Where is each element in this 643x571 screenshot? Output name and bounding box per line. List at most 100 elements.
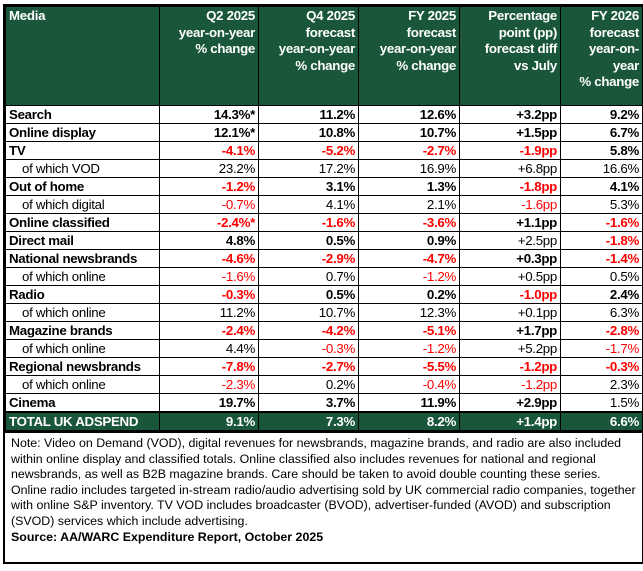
column-header-line: point (pp)	[498, 24, 558, 40]
value-cell: 3.7%	[258, 393, 359, 413]
value-cell: +2.5pp	[459, 231, 561, 250]
table-row: Out of home -1.2% 3.1% 1.3% -1.8pp 4.1%	[5, 177, 643, 196]
table-row: National newsbrands -4.6% -2.9% -4.7% +0.3pp…	[5, 249, 643, 268]
value-cell: 10.7%	[358, 123, 460, 142]
value-cell: 0.5%	[560, 267, 643, 286]
value-cell: 0.2%	[358, 285, 460, 304]
value-cell: -1.6%	[159, 267, 259, 286]
table-row: Online classified -2.4%* -1.6% -3.6% +1.1pp -…	[5, 213, 643, 232]
media-label: Magazine brands	[5, 321, 160, 340]
media-label: of which VOD	[5, 159, 160, 178]
value-cell: -1.4%	[560, 249, 643, 268]
value-cell: -1.8%	[560, 231, 643, 250]
value-cell: 11.2%	[159, 303, 259, 322]
value-cell: -1.7%	[560, 339, 643, 358]
value-cell: +1.7pp	[459, 321, 561, 340]
value-cell: 4.8%	[159, 231, 259, 250]
value-cell: 16.9%	[358, 159, 460, 178]
value-cell: -4.7%	[358, 249, 460, 268]
value-cell: 4.1%	[258, 195, 359, 214]
value-cell: -1.6%	[258, 213, 359, 232]
column-header: Media	[5, 6, 160, 106]
value-cell: -1.8pp	[459, 177, 561, 196]
value-cell: 17.2%	[258, 159, 359, 178]
media-label: Out of home	[5, 177, 160, 196]
value-cell: 16.6%	[560, 159, 643, 178]
value-cell: 5.8%	[560, 141, 643, 160]
value-cell: -5.5%	[358, 357, 460, 376]
column-header-line: % change	[579, 74, 639, 89]
table-row: Magazine brands -2.4% -4.2% -5.1% +1.7pp -2.8…	[5, 321, 643, 340]
value-cell: -1.2pp	[459, 375, 561, 394]
value-cell: 10.8%	[258, 123, 359, 142]
value-cell: -5.2%	[258, 141, 359, 160]
table-row: of which online -1.6% 0.7% -1.2% +0.5pp 0.5%	[5, 267, 643, 286]
value-cell: 7.3%	[258, 411, 359, 431]
value-cell: -4.1%	[159, 141, 259, 160]
value-cell: 12.6%	[358, 105, 460, 124]
value-cell: -0.3%	[258, 339, 359, 358]
table-row: of which online -2.3% 0.2% -0.4% -1.2pp 2.3%	[5, 375, 643, 394]
value-cell: 6.7%	[560, 123, 643, 142]
column-header-line: FY 2025	[408, 8, 456, 23]
note: Note: Video on Demand (VOD), digital rev…	[5, 431, 642, 562]
table-row: Regional newsbrands -7.8% -2.7% -5.5% -1.2pp…	[5, 357, 643, 376]
note-text: Note: Video on Demand (VOD), digital rev…	[11, 436, 636, 528]
value-cell: 2.4%	[560, 285, 643, 304]
table-row: Online display 12.1%* 10.8% 10.7% +1.5pp 6.7%	[5, 123, 643, 142]
value-cell: 11.9%	[358, 393, 460, 413]
media-label: Regional newsbrands	[5, 357, 160, 376]
column-header-line: FY 2026	[591, 8, 639, 23]
value-cell: -1.0pp	[459, 285, 561, 304]
column-header-line: vs July	[514, 57, 557, 73]
table-row: Direct mail 4.8% 0.5% 0.9% +2.5pp -1.8%	[5, 231, 643, 250]
adspend-table: Media Q2 2025 year-on-year% change Q4 2025 f…	[5, 6, 643, 431]
value-cell: -0.7%	[159, 195, 259, 214]
value-cell: 19.7%	[159, 393, 259, 413]
value-cell: -5.1%	[358, 321, 460, 340]
value-cell: -7.8%	[159, 357, 259, 376]
table-row: Search 14.3%* 11.2% 12.6% +3.2pp 9.2%	[5, 105, 643, 124]
media-label: Cinema	[5, 393, 160, 413]
source-text: Source: AA/WARC Expenditure Report, Octo…	[11, 529, 324, 544]
value-cell: -4.6%	[159, 249, 259, 268]
value-cell: +2.9pp	[459, 393, 561, 413]
table-row: TOTAL UK ADSPEND 9.1% 7.3% 8.2% +1.4pp 6.6%	[5, 411, 643, 431]
value-cell: -1.2%	[159, 177, 259, 196]
value-cell: 0.2%	[258, 375, 359, 394]
value-cell: 6.6%	[560, 411, 643, 431]
value-cell: 4.1%	[560, 177, 643, 196]
value-cell: -3.6%	[358, 213, 460, 232]
media-label: of which online	[5, 375, 160, 394]
column-header: Q2 2025 year-on-year% change	[159, 6, 259, 106]
value-cell: 2.1%	[358, 195, 460, 214]
value-cell: -2.7%	[358, 141, 460, 160]
media-label: Radio	[5, 285, 160, 304]
table-row: TV -4.1% -5.2% -2.7% -1.9pp 5.8%	[5, 141, 643, 160]
value-cell: -1.6%	[560, 213, 643, 232]
value-cell: -2.4%	[159, 321, 259, 340]
value-cell: -2.8%	[560, 321, 643, 340]
value-cell: -2.4%*	[159, 213, 259, 232]
column-header-line: % change	[295, 57, 355, 73]
value-cell: -2.7%	[258, 357, 359, 376]
media-label: of which digital	[5, 195, 160, 214]
value-cell: 2.3%	[560, 375, 643, 394]
value-cell: 0.9%	[358, 231, 460, 250]
column-header-line: % change	[396, 57, 456, 73]
column-header: Percentage point (pp) forecast diff vs July	[459, 6, 561, 106]
media-label: Search	[5, 105, 160, 124]
value-cell: 12.1%*	[159, 123, 259, 142]
value-cell: -0.3%	[159, 285, 259, 304]
header-row: Media Q2 2025 year-on-year% change Q4 2025 f…	[5, 6, 643, 106]
table-row: of which online 4.4% -0.3% -1.2% +5.2pp -1.7%	[5, 339, 643, 358]
column-header-line: forecast diff	[484, 41, 558, 56]
column-header-line: forecast	[589, 24, 640, 40]
value-cell: -2.9%	[258, 249, 359, 268]
media-label: National newsbrands	[5, 249, 160, 268]
value-cell: -1.2pp	[459, 357, 561, 376]
value-cell: 23.2%	[159, 159, 259, 178]
value-cell: 5.3%	[560, 195, 643, 214]
column-header-line: Media	[9, 8, 46, 23]
column-header-line: Percentage	[488, 8, 557, 23]
